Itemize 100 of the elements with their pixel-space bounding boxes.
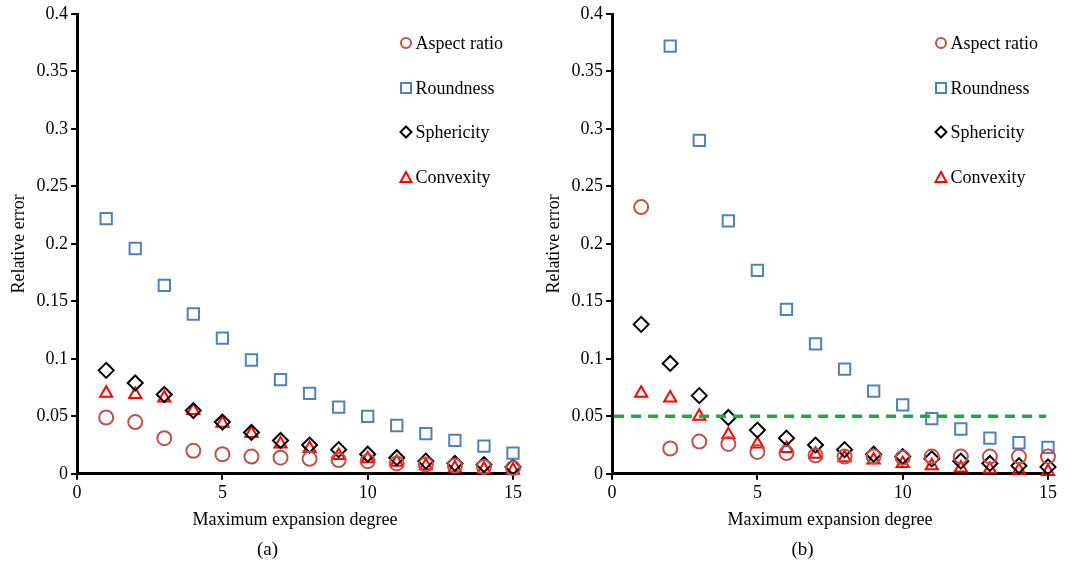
point bbox=[720, 435, 737, 452]
y-tick-label: 0.4 bbox=[580, 2, 604, 23]
point bbox=[1039, 458, 1057, 476]
point bbox=[807, 447, 824, 464]
point bbox=[721, 426, 736, 440]
point bbox=[301, 450, 318, 467]
point bbox=[807, 436, 825, 454]
point bbox=[360, 450, 375, 464]
point bbox=[359, 445, 377, 463]
point bbox=[952, 452, 970, 470]
legend-label: Sphericity bbox=[415, 121, 490, 143]
y-tick-label: 0.1 bbox=[580, 347, 604, 368]
point bbox=[186, 402, 201, 416]
y-tick-label: 0.35 bbox=[36, 60, 69, 81]
x-axis-title: Maximum expansion degree bbox=[192, 508, 398, 529]
y-tick-label: 0.3 bbox=[45, 117, 69, 138]
point bbox=[330, 441, 348, 459]
point bbox=[302, 440, 317, 454]
point bbox=[895, 455, 910, 468]
y-tick-label: 0.2 bbox=[45, 232, 69, 253]
point bbox=[952, 448, 969, 465]
point bbox=[388, 455, 405, 472]
y-tick-label: 0 bbox=[594, 462, 604, 483]
point bbox=[98, 409, 115, 426]
x-tick-label: 0 bbox=[607, 482, 617, 503]
y-tick-label: 0.35 bbox=[571, 60, 604, 81]
y-tick-label: 0.2 bbox=[580, 232, 604, 253]
x-tick-label: 5 bbox=[217, 482, 227, 503]
point bbox=[1040, 463, 1056, 476]
point bbox=[692, 408, 707, 421]
y-tick-label: 0 bbox=[59, 462, 69, 483]
point bbox=[750, 435, 765, 449]
point bbox=[156, 430, 173, 447]
legend-label: Convexity bbox=[415, 165, 491, 188]
point bbox=[126, 374, 144, 392]
x-tick-label: 5 bbox=[752, 482, 762, 503]
point bbox=[1040, 448, 1056, 465]
legend-label: Aspect ratio bbox=[415, 32, 503, 54]
point bbox=[331, 447, 346, 460]
point bbox=[99, 211, 113, 226]
point bbox=[273, 372, 288, 387]
text: (a) bbox=[255, 538, 280, 560]
point bbox=[634, 385, 649, 398]
point bbox=[808, 446, 823, 459]
point bbox=[896, 398, 910, 412]
point bbox=[417, 452, 435, 470]
point bbox=[981, 448, 998, 465]
point bbox=[419, 426, 433, 441]
point bbox=[506, 446, 520, 460]
point bbox=[750, 263, 765, 277]
x-tick-label: 15 bbox=[504, 482, 522, 503]
point bbox=[953, 460, 968, 473]
point bbox=[127, 414, 144, 431]
x-axis-title: Maximum expansion degree bbox=[727, 508, 933, 529]
point bbox=[184, 402, 202, 420]
point bbox=[663, 389, 678, 403]
y-tick-label: 0.25 bbox=[36, 175, 69, 196]
y-tick-label: 0.05 bbox=[36, 405, 69, 426]
x-tick-label: 10 bbox=[358, 482, 377, 503]
point bbox=[215, 331, 230, 345]
legend-label: Aspect ratio bbox=[950, 32, 1038, 54]
x-tick-label: 15 bbox=[1039, 482, 1057, 503]
legend-label: Roundness bbox=[415, 76, 495, 99]
point bbox=[663, 39, 677, 53]
y-tick-label: 0.3 bbox=[580, 117, 604, 138]
point bbox=[185, 442, 202, 459]
y-axis-title: Relative error bbox=[7, 194, 28, 294]
point bbox=[777, 429, 795, 447]
point bbox=[330, 452, 347, 469]
point bbox=[779, 440, 794, 454]
point bbox=[662, 440, 679, 457]
y-axis-title: Relative error bbox=[542, 194, 563, 294]
point bbox=[954, 422, 968, 436]
point bbox=[719, 408, 737, 426]
point bbox=[981, 454, 999, 472]
point bbox=[99, 385, 114, 398]
point bbox=[633, 199, 650, 216]
point bbox=[186, 307, 200, 321]
point bbox=[272, 449, 289, 466]
point bbox=[632, 315, 650, 333]
point bbox=[157, 278, 171, 292]
point bbox=[924, 457, 939, 471]
point bbox=[836, 441, 854, 459]
point bbox=[388, 449, 406, 467]
point bbox=[97, 361, 115, 379]
point bbox=[302, 386, 317, 400]
point bbox=[808, 337, 823, 351]
point bbox=[982, 461, 997, 474]
point bbox=[925, 411, 939, 426]
point bbox=[691, 433, 708, 450]
point bbox=[244, 353, 259, 367]
point bbox=[690, 387, 708, 405]
point bbox=[243, 448, 260, 465]
point bbox=[1010, 457, 1028, 475]
y-tick-label: 0.15 bbox=[571, 290, 604, 311]
point bbox=[359, 453, 376, 470]
legend-label: Convexity bbox=[950, 165, 1026, 188]
point bbox=[721, 214, 735, 228]
legend-label: Sphericity bbox=[950, 121, 1025, 143]
point bbox=[837, 362, 852, 376]
